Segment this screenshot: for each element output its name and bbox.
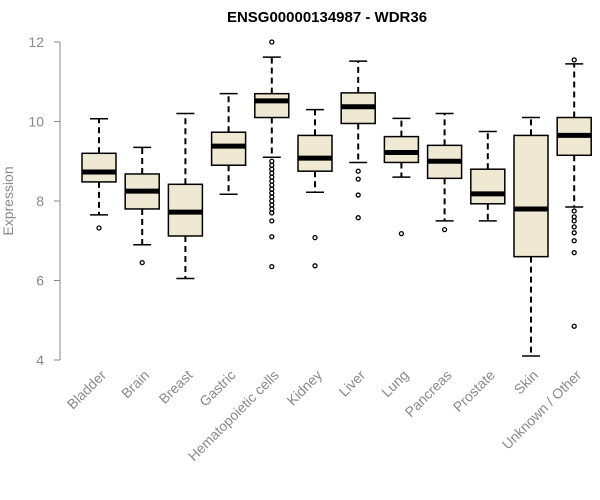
- box-group: [513, 116, 549, 357]
- box-group: [167, 112, 204, 280]
- x-category-label: Skin: [511, 367, 542, 398]
- y-tick-label: 4: [36, 352, 44, 368]
- box-group: [297, 108, 333, 269]
- iqr-box: [297, 134, 333, 172]
- box-group: [254, 39, 290, 270]
- y-axis: 4 6 8 10 12: [28, 34, 61, 368]
- y-axis-label: Expression: [0, 166, 16, 235]
- x-category-label: Liver: [336, 367, 369, 400]
- x-category-label: Unknown / Other: [499, 367, 585, 453]
- plot-area: [81, 39, 592, 357]
- x-category-label: Gastric: [196, 367, 239, 410]
- box-group: [340, 60, 376, 221]
- box-group: [556, 57, 592, 329]
- x-category-label: Kidney: [284, 367, 326, 409]
- outlier-point: [571, 218, 577, 224]
- y-tick-label: 10: [28, 114, 44, 130]
- outlier-point: [355, 176, 361, 182]
- iqr-box: [254, 92, 290, 119]
- box-group: [124, 146, 160, 266]
- box-group: [383, 117, 420, 237]
- outlier-point: [269, 39, 275, 45]
- x-category-label: Brain: [118, 367, 152, 401]
- outlier-point: [269, 218, 275, 224]
- outlier-point: [355, 215, 361, 221]
- x-category-label: Lung: [378, 367, 411, 400]
- outlier-point: [355, 192, 361, 198]
- x-category-label: Breast: [156, 367, 196, 407]
- outlier-point: [269, 210, 275, 216]
- outlier-point: [571, 250, 577, 256]
- outlier-point: [441, 226, 448, 233]
- outlier-point: [398, 230, 405, 237]
- outlier-point: [312, 234, 318, 241]
- outlier-point: [269, 234, 275, 240]
- box-group: [210, 92, 247, 195]
- box-group: [81, 117, 117, 231]
- x-category-label: Pancreas: [402, 367, 455, 420]
- box-group: [426, 112, 463, 233]
- x-category-label: Prostate: [450, 367, 498, 415]
- outlier-point: [312, 263, 318, 269]
- outlier-point: [96, 225, 102, 231]
- iqr-box: [81, 152, 117, 183]
- outlier-point: [571, 224, 577, 230]
- outlier-point: [571, 323, 577, 329]
- chart-title: ENSG00000134987 - WDR36: [227, 9, 427, 26]
- outlier-point: [571, 208, 577, 214]
- iqr-box: [513, 134, 549, 258]
- outlier-point: [571, 230, 577, 236]
- iqr-box: [210, 131, 247, 166]
- box-group: [470, 130, 506, 222]
- iqr-box: [383, 135, 420, 164]
- outlier-point: [139, 259, 145, 266]
- outlier-point: [571, 57, 577, 63]
- outlier-point: [571, 238, 577, 244]
- outlier-point: [355, 168, 361, 174]
- x-category-label: Bladder: [64, 367, 110, 413]
- y-tick-label: 6: [36, 273, 44, 289]
- y-tick-label: 12: [28, 34, 44, 50]
- iqr-box: [470, 168, 506, 205]
- outlier-point: [269, 263, 275, 270]
- y-tick-label: 8: [36, 193, 44, 209]
